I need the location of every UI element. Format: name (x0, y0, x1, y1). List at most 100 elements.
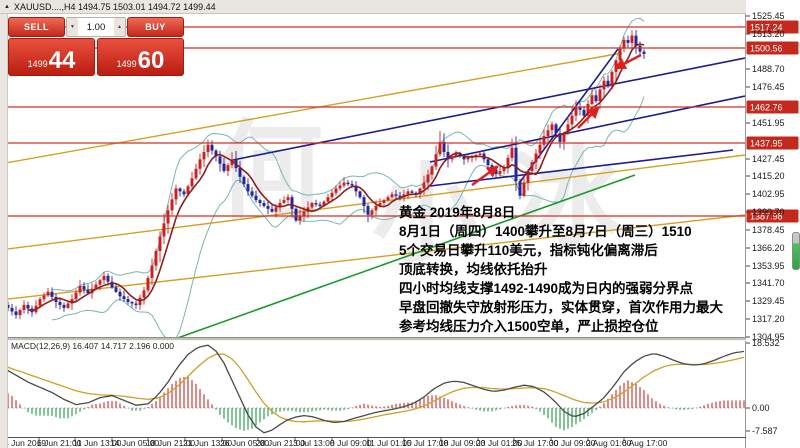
time-tick-label: 25 Jul 17:00 (512, 438, 559, 448)
candle-body (8, 304, 10, 308)
candle-body (458, 153, 462, 157)
candle-body (338, 185, 342, 189)
candle-body (194, 168, 198, 179)
green-trendline[interactable] (172, 174, 636, 340)
candle-body (478, 153, 482, 155)
red-arrow-annotation (577, 106, 600, 129)
price-line-label: 1517.24 (750, 23, 783, 33)
candle-body (186, 186, 190, 195)
annotation-line: 顶底转换，均线依托抬升 (399, 262, 548, 277)
candle-body (210, 144, 214, 151)
candle-body (166, 210, 170, 224)
candle-body (462, 156, 466, 160)
orange-trendline[interactable] (0, 52, 623, 164)
red-arrow-annotation (613, 53, 642, 70)
candle-body (454, 153, 458, 157)
candle-body (378, 203, 382, 206)
candle-body (622, 39, 626, 49)
candle-body (514, 147, 518, 182)
candle-body (598, 89, 602, 102)
annotation-line: 5个交易日攀升110美元，指标钝化偏离滞后 (399, 243, 658, 258)
orange-trendline[interactable] (0, 214, 745, 300)
price-line-label: 1437.95 (750, 139, 783, 149)
candle-body (538, 144, 542, 154)
candle-body (578, 106, 582, 110)
price-tick-label: 1488.70 (752, 64, 785, 74)
candle-body (610, 71, 614, 87)
candle-body (446, 152, 450, 160)
price-axis-scrollbar-thumb[interactable] (792, 232, 800, 270)
price-tick-label: 1402.95 (752, 189, 785, 199)
time-tick-label: 11 Jul 01:00 (366, 438, 412, 448)
time-tick-label: 30 Jul 09:00 (549, 438, 596, 448)
candle-body (226, 165, 230, 171)
candle-body (222, 163, 226, 171)
volume-up-button[interactable]: ▲ (114, 18, 125, 36)
candle-body (154, 251, 158, 266)
bid-price-pips: 44 (48, 47, 76, 74)
candle-body (162, 223, 166, 237)
price-line-label: 1500.56 (750, 44, 783, 54)
time-tick-label: 18 Jun 21:00 (146, 438, 195, 448)
price-tick-label: 1476.45 (752, 82, 785, 92)
candle-body (242, 176, 246, 185)
candle-body (374, 205, 378, 211)
candle-body (102, 275, 106, 281)
candle-body (530, 162, 534, 171)
candle-body (542, 136, 546, 145)
sell-price-button[interactable]: 1499 44 (8, 38, 95, 76)
candle-body (282, 200, 286, 204)
price-line-label: 1462.76 (750, 103, 783, 113)
candle-body (250, 191, 254, 196)
buy-button[interactable]: BUY (127, 17, 184, 37)
macd-indicator-label: MACD(12,26,9) 16.407 14.717 2.196 0.000 (11, 341, 175, 351)
candle-body (218, 156, 222, 164)
macd-scale-label: 0.00 (752, 403, 770, 413)
candle-body (310, 203, 314, 208)
candle-body (290, 197, 294, 209)
candle-body (190, 178, 194, 187)
candle-body (46, 291, 50, 296)
candle-body (406, 191, 410, 195)
chart-title-bar: ▲ XAUUSD....,H4 1494.75 1503.01 1494.72 … (0, 0, 746, 14)
price-tick-label: 1390.70 (752, 207, 785, 217)
candle-body (10, 307, 14, 312)
candle-body (74, 292, 78, 300)
annotation-line: 早盘回撤失守放射形压力，实体贯穿，首次作用力最大 (399, 300, 723, 315)
candle-body (502, 168, 506, 171)
one-click-trading-panel: SELL ▼ 1.00 ▲ BUY 1499 44 1499 60 (8, 17, 184, 76)
volume-input[interactable]: 1.00 (86, 21, 106, 33)
buy-price-button[interactable]: 1499 60 (97, 38, 184, 76)
price-tick-label: 1329.45 (752, 296, 785, 306)
candle-body (346, 182, 350, 185)
candle-body (570, 115, 574, 125)
orange-trendline[interactable] (0, 154, 745, 250)
candle-body (246, 184, 250, 192)
candle-body (94, 284, 98, 289)
indicator-separator[interactable] (0, 337, 746, 341)
candle-body (50, 291, 54, 297)
candle-body (202, 152, 206, 160)
price-tick-label: 1317.20 (752, 314, 785, 324)
price-line-label-box (746, 41, 799, 55)
red-arrow-annotation (471, 165, 499, 186)
candle-body (206, 144, 210, 153)
candle-body (22, 304, 26, 311)
sell-button[interactable]: SELL (8, 17, 65, 37)
candle-body (62, 304, 66, 308)
candle-body (390, 194, 394, 198)
candle-body (526, 170, 530, 183)
annotation-line: 参考均线压力介入1500空单，严止损控仓位 (399, 319, 659, 334)
collapse-icon[interactable]: ▲ (4, 3, 10, 10)
annotation-line: 8月1日（周四）1400攀升至8月7日（周三）1510 (399, 224, 692, 239)
candle-body (326, 197, 330, 202)
candle-body (366, 205, 370, 215)
candle-body (114, 287, 118, 292)
candle-body (254, 195, 258, 201)
candle-body (606, 80, 610, 87)
candle-body (270, 208, 274, 212)
candle-body (618, 48, 622, 61)
volume-down-button[interactable]: ▼ (67, 18, 78, 36)
candle-body (434, 154, 438, 167)
